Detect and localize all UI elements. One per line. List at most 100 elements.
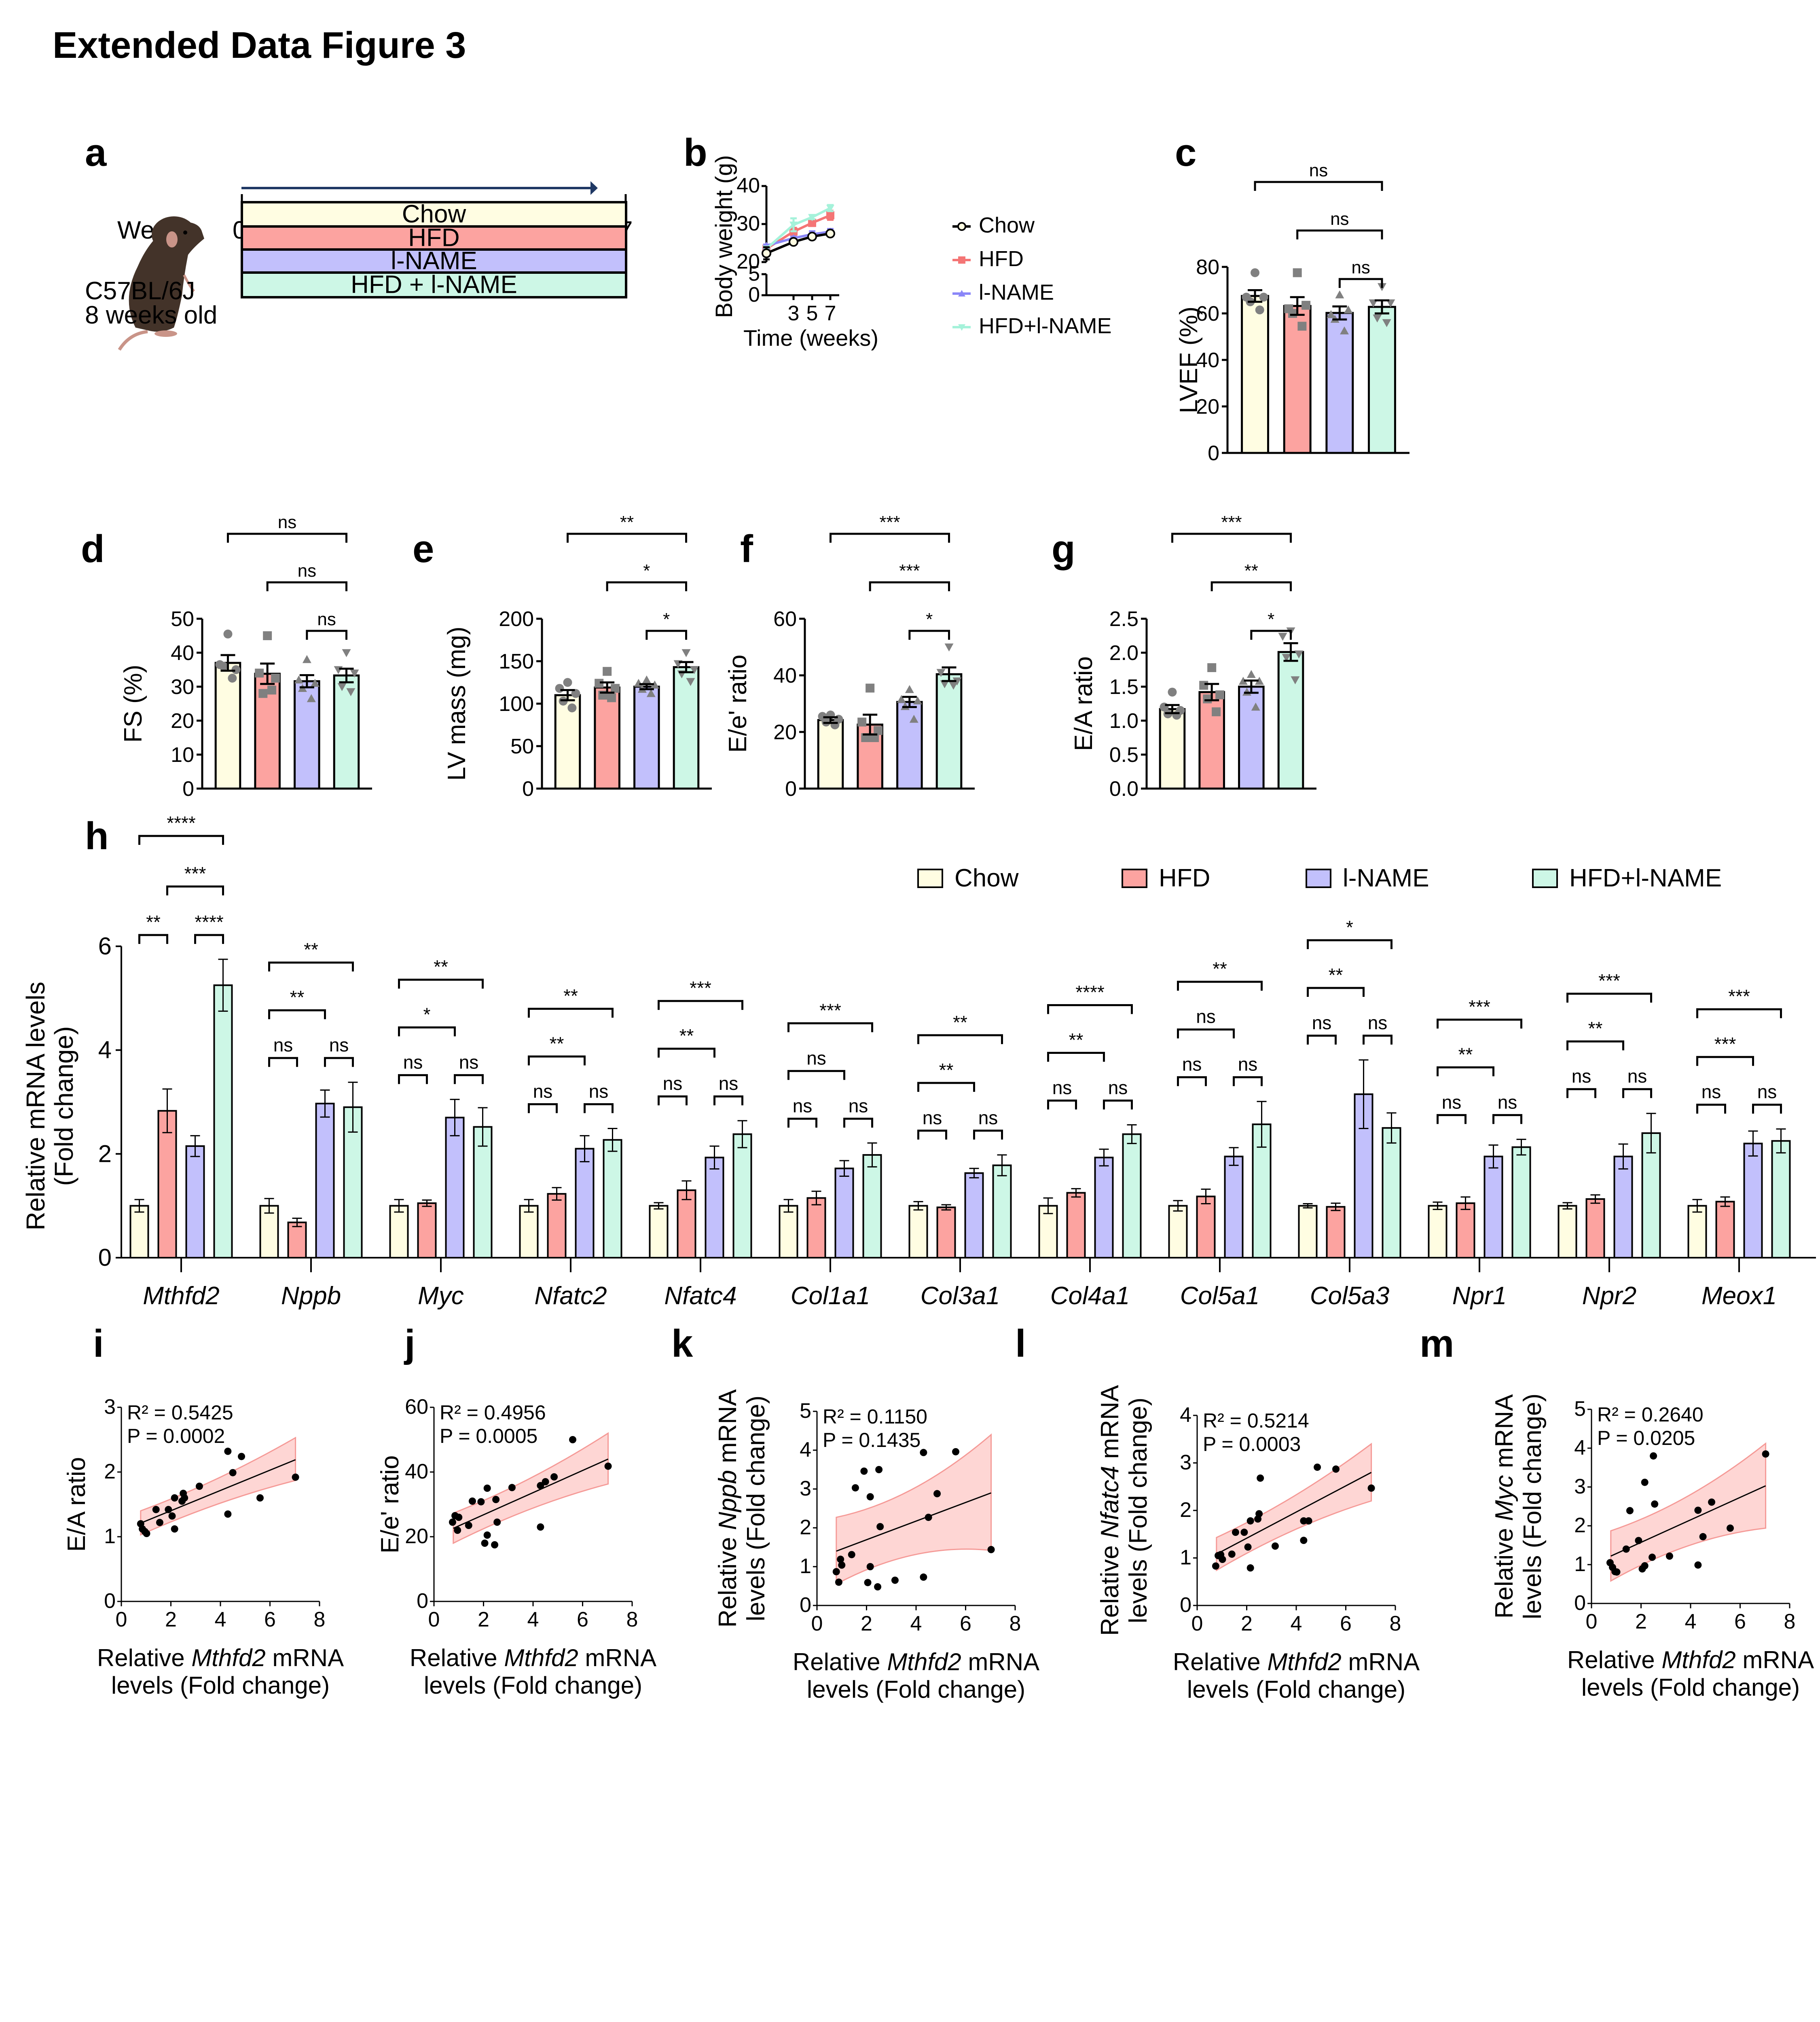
x-tick-label: 2: [1635, 1610, 1647, 1633]
bar-nfatc4-l-name: [705, 1157, 724, 1258]
bar-chow: [554, 694, 581, 790]
regression-line: [140, 1459, 296, 1524]
protocol-row-label: HFD + l-NAME: [351, 271, 517, 299]
legend-marker: [957, 222, 966, 231]
y-tick-label: 1: [1180, 1546, 1191, 1569]
bar-col3a1-chow: [908, 1205, 928, 1259]
significance-label: ns: [329, 1034, 349, 1055]
comparison-bracket: [1047, 1099, 1077, 1110]
error-bar: [552, 1187, 562, 1201]
protocol-row-label: HFD: [408, 224, 459, 252]
data-point: [650, 680, 659, 689]
comparison-bracket: [1437, 1018, 1522, 1029]
data-point: [1326, 310, 1335, 318]
error-bar: [1204, 683, 1219, 702]
significance-label: ns: [1108, 1077, 1128, 1098]
data-point: [789, 237, 798, 247]
data-point: [231, 665, 241, 674]
comparison-bracket: [1211, 581, 1292, 591]
regression-line: [1610, 1485, 1766, 1557]
legend-swatch-hfd-l-name: [1532, 869, 1558, 888]
bar-npr1-hfd-l-name: [1511, 1146, 1531, 1258]
significance-label: ns: [849, 1095, 868, 1116]
data-point: [1212, 1562, 1219, 1570]
y-tick-label: 40: [171, 641, 194, 665]
data-point: [219, 662, 228, 671]
comparison-bracket: [829, 533, 950, 543]
gene-label-col1a1: Col1a1: [791, 1282, 870, 1310]
data-point: [1762, 1450, 1769, 1458]
series-line-l-name: [766, 230, 831, 247]
y-tick-label: 2: [104, 1460, 116, 1483]
comparison-bracket: [908, 630, 950, 640]
error-bar: [1618, 1143, 1628, 1170]
significance-label: ns: [1182, 1054, 1202, 1075]
comparison-bracket: [194, 934, 224, 944]
significance-label: ***: [1714, 1034, 1736, 1055]
error-bar: [1201, 1189, 1211, 1205]
y-tick-label: 2.0: [1109, 641, 1139, 665]
data-point: [835, 1578, 842, 1586]
bar-nfatc2-chow: [519, 1205, 539, 1259]
y-tick-label: 4: [1180, 1403, 1191, 1427]
x-tick-label: 8: [1784, 1610, 1796, 1633]
data-point: [1727, 1524, 1734, 1532]
data-point: [874, 726, 883, 735]
x-tick-label: 4: [1291, 1612, 1302, 1635]
comparison-bracket: [1696, 1104, 1726, 1114]
bar-col1a1-hfd-l-name: [862, 1154, 882, 1258]
comparison-bracket: [869, 581, 950, 591]
comparison-bracket: [787, 1022, 873, 1032]
y-tick-label: 100: [499, 692, 534, 716]
y-tick-label: 10: [171, 743, 194, 767]
comparison-bracket: [1171, 533, 1292, 543]
error-bar: [600, 681, 615, 694]
bar-npr2-l-name: [1613, 1155, 1633, 1258]
x-tick-label: 8: [1390, 1612, 1401, 1635]
y-axis-label-line2: (Fold change): [49, 1026, 78, 1186]
panel-label-l: l: [1015, 1322, 1026, 1365]
y-axis-label-line2: levels (Fold change): [1519, 1394, 1547, 1619]
gene-label-col4a1: Col4a1: [1050, 1282, 1130, 1310]
data-point: [294, 675, 303, 683]
comparison-bracket: [1177, 981, 1263, 991]
bar-col4a1-hfd: [1066, 1192, 1086, 1258]
bar-col3a1-hfd-l-name: [992, 1164, 1012, 1258]
significance-label: ***: [1469, 996, 1490, 1017]
bar-hfd: [1198, 691, 1225, 790]
data-point: [302, 655, 311, 663]
error-bar: [292, 1217, 302, 1227]
comparison-bracket: [324, 1057, 354, 1067]
panel-c-lvef-chart: c 0 20 40 60 80 LVEF (%) ns ns ns: [1175, 131, 1409, 465]
r-squared-label: R² = 0.2640: [1597, 1403, 1704, 1426]
significance-label: *: [643, 561, 650, 581]
comparison-bracket: [658, 1000, 743, 1010]
comparison-bracket: [454, 1074, 484, 1084]
data-point: [271, 674, 280, 683]
data-point: [181, 1494, 188, 1502]
panel-g-ea-ratio-chart: g0.00.51.01.52.02.5E/A ratio******: [1052, 512, 1316, 801]
data-point: [1622, 1545, 1630, 1553]
comparison-bracket: [268, 1009, 326, 1019]
error-bar: [823, 716, 838, 724]
significance-label: ns: [459, 1052, 479, 1073]
y-tick-label: 3: [104, 1395, 116, 1419]
data-point: [310, 679, 320, 687]
data-point: [607, 693, 616, 702]
y-tick-label: 6: [98, 933, 112, 960]
comparison-bracket: [658, 1095, 688, 1106]
bar-meox1-hfd-l-name: [1771, 1140, 1791, 1258]
data-point: [292, 1473, 299, 1481]
protocol-row-hfd-l-name: [241, 271, 627, 298]
error-bar: [863, 713, 878, 736]
y-tick-label: 20: [405, 1525, 428, 1548]
y-tick-label: 40: [405, 1460, 428, 1483]
comparison-bracket: [787, 1117, 817, 1128]
error-bar: [913, 1201, 923, 1211]
significance-label: ns: [719, 1073, 739, 1094]
bar-nfatc2-hfd-l-name: [603, 1139, 622, 1259]
comparison-bracket: [843, 1117, 873, 1128]
